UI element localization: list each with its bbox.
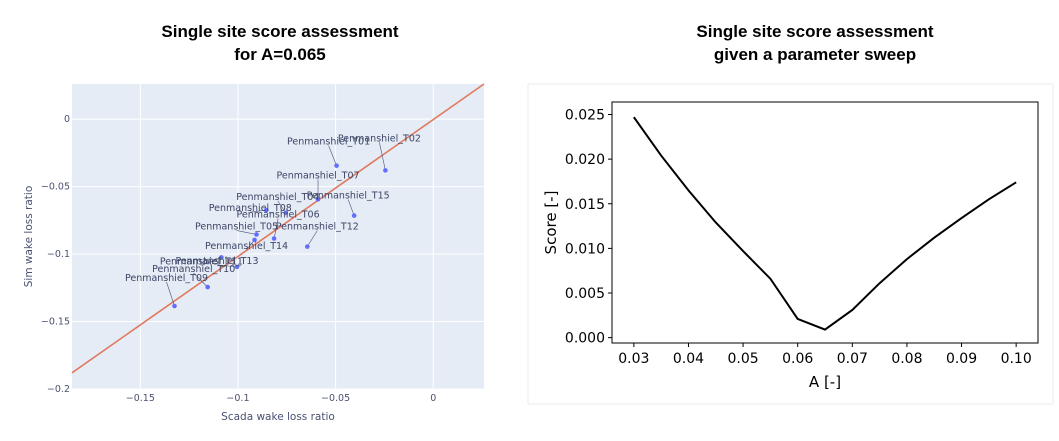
right-y-tick-label: 0.020 <box>565 152 605 168</box>
left-annotation-arrow <box>347 199 355 216</box>
left-data-point <box>172 303 177 309</box>
left-y-tick-label: 0 <box>64 114 70 125</box>
right-y-tick-label: 0.025 <box>565 107 605 123</box>
left-point-label: Penmanshiel_T04 <box>236 192 319 203</box>
left-data-point <box>219 255 224 260</box>
left-data-point <box>252 237 257 243</box>
left-y-tick-label: −0.2 <box>47 384 70 395</box>
right-x-tick-label: 0.07 <box>837 351 868 367</box>
left-data-point <box>205 284 211 290</box>
right-plot-frame <box>611 101 1039 344</box>
left-reference-line <box>71 83 485 374</box>
left-annotation-arrow <box>236 230 257 235</box>
right-y-tick-label: 0.005 <box>565 286 605 302</box>
left-point-label: Penmanshiel_T13 <box>175 256 258 267</box>
left-point-label: Penmanshiel_T06 <box>237 210 320 221</box>
right-figure-background <box>527 83 1054 405</box>
left-point-label: Penmanshiel_T09 <box>125 273 208 284</box>
left-annotation-arrow <box>201 257 222 266</box>
left-chart-title: Single site score assessment <box>161 22 399 41</box>
left-y-axis-label: Sim wake loss ratio <box>23 186 35 288</box>
left-x-axis-label: Scada wake loss ratio <box>221 411 335 423</box>
right-x-tick-label: 0.03 <box>618 351 649 367</box>
left-annotation-arrow <box>379 142 386 171</box>
left-y-tick-label: −0.05 <box>41 182 70 193</box>
left-y-tick-label: −0.15 <box>41 317 70 328</box>
left-point-label: Penmanshiel_T05 <box>195 221 278 232</box>
right-ticks: 0.03 0.04 0.05 0.06 0.07 0.08 0.09 0.10 0.000 0.0… <box>565 107 1032 367</box>
right-chart-subtitle: given a parameter sweep <box>714 45 916 64</box>
left-data-point <box>315 197 321 202</box>
left-point-label: Penmanshiel_T01 <box>287 137 370 148</box>
left-point-label: Penmanshiel_T12 <box>276 222 359 233</box>
left-chart-subtitle: for A=0.065 <box>234 45 326 64</box>
left-point-label: Penmanshiel_T07 <box>276 170 359 181</box>
left-annotation-arrow <box>277 200 287 214</box>
left-plot-area <box>72 84 484 389</box>
right-x-tick-label: 0.06 <box>782 351 813 367</box>
left-y-tick-label: −0.1 <box>47 249 70 260</box>
left-annotation-arrow <box>166 281 175 307</box>
right-x-tick-label: 0.09 <box>946 351 977 367</box>
right-x-tick-label: 0.05 <box>727 351 758 367</box>
left-annotation-arrow <box>193 272 208 288</box>
right-score-polyline <box>633 116 1017 331</box>
right-x-axis-label: A [-] <box>809 373 841 391</box>
right-y-tick-label: 0.010 <box>565 241 605 257</box>
left-x-tick-label: −0.1 <box>226 393 249 404</box>
left-data-point <box>383 168 388 173</box>
left-data-point <box>334 163 339 168</box>
left-point-label: Penmanshiel_T02 <box>338 133 421 144</box>
right-x-tick-label: 0.10 <box>1001 351 1032 367</box>
left-point-label: Penmanshiel_T14 <box>205 241 288 252</box>
left-gridlines <box>72 84 484 390</box>
left-x-tick-label: 0 <box>430 393 436 404</box>
right-y-tick-label: 0.015 <box>565 197 605 213</box>
left-annotation-arrow <box>307 230 318 247</box>
right-y-axis-label: Score [-] <box>542 191 560 255</box>
left-annotation-arrow <box>328 145 337 166</box>
left-annotation-arrow <box>250 209 267 213</box>
left-data-point <box>271 236 277 241</box>
left-data-point <box>351 213 357 218</box>
left-data-point <box>263 207 269 213</box>
left-point-label: Penmanshiel_T15 <box>307 191 390 202</box>
left-tick-labels: −0.15 −0.1 −0.05 0 0 −0.05 −0.1 −0.15 −0.2 <box>41 114 436 404</box>
left-annotation-arrow <box>216 264 238 268</box>
left-point-label: Penmanshiel_T08 <box>209 203 292 214</box>
right-chart-title: Single site score assessment <box>696 22 934 41</box>
left-annotation-arrow <box>273 218 279 239</box>
right-x-tick-label: 0.08 <box>891 351 922 367</box>
left-data-point <box>254 232 259 237</box>
left-reference-line-segment <box>71 83 485 374</box>
left-data-point <box>234 264 240 270</box>
left-point-label: Penmanshiel_T10 <box>152 264 235 275</box>
right-x-tick-label: 0.04 <box>673 351 704 367</box>
left-point-label: Penmanshiel_T11 <box>160 256 243 267</box>
left-data-point <box>304 244 310 249</box>
right-y-tick-label: 0.000 <box>565 331 605 347</box>
left-x-tick-label: −0.05 <box>321 393 350 404</box>
left-x-tick-label: −0.15 <box>126 393 155 404</box>
left-data-point <box>283 210 289 216</box>
right-score-line <box>633 116 1017 331</box>
